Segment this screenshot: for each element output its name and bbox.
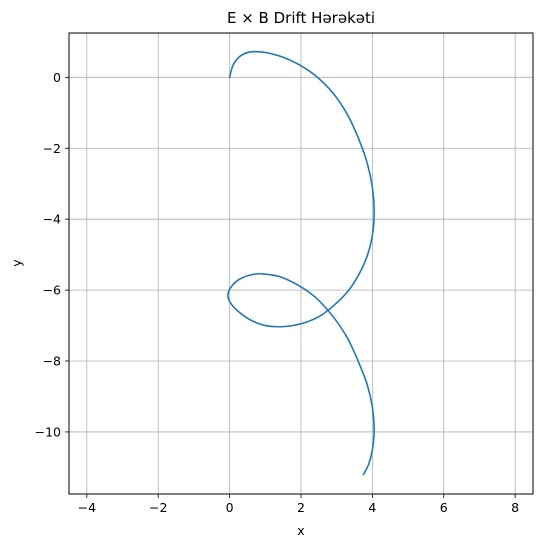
y-tick-label: −2: [43, 141, 61, 156]
y-tick-label: −6: [43, 283, 61, 298]
x-tick-label: −2: [149, 500, 167, 515]
y-tick-label: −10: [35, 424, 61, 439]
y-axis-label: y: [9, 259, 24, 267]
x-tick-label: 2: [297, 500, 305, 515]
x-tick-label: −4: [78, 500, 96, 515]
x-tick-label: 0: [226, 500, 234, 515]
x-tick-label: 4: [368, 500, 376, 515]
y-tick-label: −8: [43, 354, 61, 369]
y-ticks: 0 −2 −4 −6 −8 −10: [35, 70, 69, 439]
trajectory-line: [227, 50, 375, 476]
chart-title: E × B Drift Hərəkəti: [227, 9, 375, 27]
x-tick-label: 6: [440, 500, 448, 515]
x-axis-label: x: [297, 523, 304, 538]
x-tick-label: 8: [511, 500, 519, 515]
x-ticks: −4 −2 0 2 4 6 8: [78, 494, 519, 515]
y-tick-label: 0: [53, 70, 61, 85]
y-tick-label: −4: [43, 212, 61, 227]
grid: [69, 33, 533, 494]
series-layer: [227, 50, 375, 476]
